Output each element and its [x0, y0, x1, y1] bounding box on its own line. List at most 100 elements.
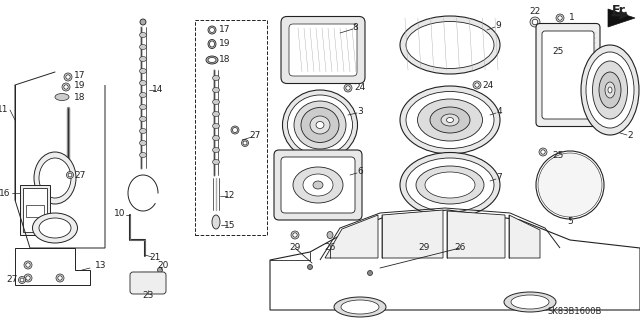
Polygon shape	[382, 210, 443, 258]
Ellipse shape	[241, 139, 248, 146]
Ellipse shape	[39, 158, 71, 198]
Ellipse shape	[157, 268, 163, 272]
Text: 23: 23	[142, 292, 154, 300]
Ellipse shape	[422, 233, 426, 237]
Ellipse shape	[140, 140, 147, 145]
Ellipse shape	[140, 56, 147, 62]
Ellipse shape	[243, 141, 247, 145]
Ellipse shape	[541, 51, 549, 59]
Text: 15: 15	[224, 220, 236, 229]
FancyBboxPatch shape	[281, 157, 355, 213]
Ellipse shape	[140, 33, 147, 38]
Ellipse shape	[19, 277, 26, 284]
Text: 17: 17	[220, 26, 231, 34]
Text: 27: 27	[250, 130, 260, 139]
Ellipse shape	[556, 14, 564, 22]
Ellipse shape	[543, 53, 547, 57]
FancyBboxPatch shape	[130, 272, 166, 294]
Ellipse shape	[20, 278, 24, 282]
Ellipse shape	[313, 181, 323, 189]
Ellipse shape	[208, 26, 216, 34]
Polygon shape	[325, 215, 378, 258]
Ellipse shape	[212, 136, 220, 140]
Ellipse shape	[586, 52, 634, 128]
Ellipse shape	[24, 261, 32, 269]
Ellipse shape	[608, 87, 612, 93]
Ellipse shape	[420, 231, 428, 239]
Ellipse shape	[140, 152, 147, 158]
Ellipse shape	[605, 82, 615, 98]
Ellipse shape	[67, 172, 74, 179]
Text: 25: 25	[552, 48, 564, 56]
Ellipse shape	[140, 80, 147, 85]
Ellipse shape	[327, 232, 333, 239]
Ellipse shape	[140, 129, 147, 133]
Ellipse shape	[140, 44, 147, 49]
Text: 8: 8	[352, 23, 358, 32]
Text: 10: 10	[115, 210, 125, 219]
Ellipse shape	[334, 297, 386, 317]
Ellipse shape	[64, 73, 72, 81]
Text: 3: 3	[357, 108, 363, 116]
Text: SK83B1600B: SK83B1600B	[548, 308, 602, 316]
Ellipse shape	[291, 231, 299, 239]
Ellipse shape	[26, 276, 30, 280]
Ellipse shape	[293, 233, 297, 237]
Ellipse shape	[417, 99, 483, 141]
Ellipse shape	[341, 300, 379, 314]
Ellipse shape	[66, 75, 70, 79]
Ellipse shape	[212, 87, 220, 93]
Text: 29: 29	[289, 243, 301, 253]
Text: 24: 24	[483, 80, 493, 90]
Ellipse shape	[538, 153, 602, 217]
Ellipse shape	[58, 276, 62, 280]
Ellipse shape	[232, 128, 237, 132]
Text: 29: 29	[419, 243, 429, 253]
Ellipse shape	[293, 167, 343, 203]
Text: 25: 25	[552, 151, 564, 160]
Text: 27: 27	[6, 276, 18, 285]
Text: Fr.: Fr.	[612, 4, 628, 17]
Ellipse shape	[212, 76, 220, 80]
Ellipse shape	[209, 41, 214, 47]
Text: 9: 9	[495, 20, 501, 29]
Text: 1: 1	[569, 13, 575, 23]
Ellipse shape	[39, 218, 71, 238]
Text: 26: 26	[454, 243, 466, 253]
Polygon shape	[15, 248, 90, 285]
Ellipse shape	[208, 40, 216, 48]
Polygon shape	[270, 210, 640, 310]
Text: 21: 21	[149, 254, 161, 263]
Ellipse shape	[406, 158, 494, 212]
Text: 20: 20	[157, 261, 169, 270]
Ellipse shape	[346, 86, 350, 90]
Bar	[195, 20, 267, 235]
FancyBboxPatch shape	[289, 24, 357, 76]
Ellipse shape	[68, 173, 72, 177]
Text: 27: 27	[74, 170, 86, 180]
Ellipse shape	[62, 83, 70, 91]
Text: 4: 4	[496, 108, 502, 116]
Ellipse shape	[307, 264, 312, 270]
Ellipse shape	[206, 56, 218, 64]
Text: 6: 6	[357, 167, 363, 176]
Text: 17: 17	[74, 70, 86, 79]
Ellipse shape	[212, 112, 220, 116]
Ellipse shape	[282, 90, 358, 160]
Text: 7: 7	[496, 174, 502, 182]
Bar	[23, 188, 47, 232]
Ellipse shape	[406, 92, 494, 149]
Ellipse shape	[416, 166, 484, 204]
Text: 19: 19	[74, 81, 86, 91]
Ellipse shape	[558, 16, 562, 20]
Ellipse shape	[599, 72, 621, 108]
Ellipse shape	[212, 147, 220, 152]
Ellipse shape	[441, 114, 459, 126]
Ellipse shape	[26, 263, 30, 267]
Text: 14: 14	[152, 85, 164, 94]
Ellipse shape	[140, 93, 147, 98]
Polygon shape	[608, 9, 635, 27]
Text: 11: 11	[0, 106, 8, 115]
Ellipse shape	[539, 148, 547, 156]
Ellipse shape	[287, 95, 353, 155]
